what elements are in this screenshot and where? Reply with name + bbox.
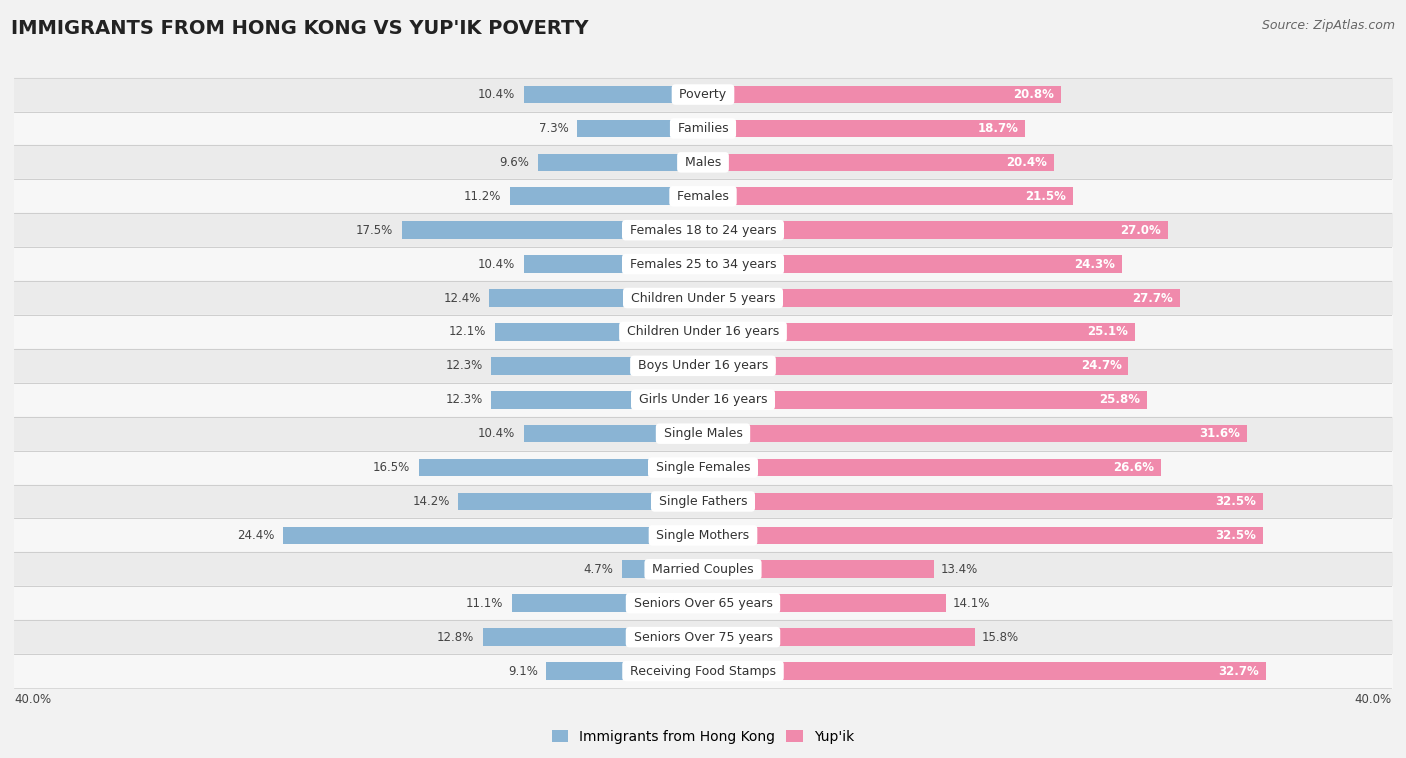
Text: Married Couples: Married Couples — [648, 562, 758, 576]
Text: Seniors Over 65 years: Seniors Over 65 years — [630, 597, 776, 609]
Bar — [703, 594, 946, 612]
Text: 27.7%: 27.7% — [1132, 292, 1173, 305]
Bar — [419, 459, 703, 476]
Bar — [703, 357, 1129, 374]
Bar — [703, 323, 1135, 341]
Bar — [491, 391, 703, 409]
Bar — [703, 527, 1263, 544]
Text: Girls Under 16 years: Girls Under 16 years — [634, 393, 772, 406]
Bar — [703, 154, 1054, 171]
Bar — [703, 424, 1247, 443]
Bar — [703, 459, 1161, 476]
Bar — [524, 255, 703, 273]
Text: 17.5%: 17.5% — [356, 224, 392, 236]
Bar — [283, 527, 703, 544]
Text: 9.1%: 9.1% — [508, 665, 537, 678]
Text: Families: Families — [673, 122, 733, 135]
Bar — [510, 187, 703, 205]
Bar — [491, 357, 703, 374]
Text: Source: ZipAtlas.com: Source: ZipAtlas.com — [1261, 19, 1395, 32]
Bar — [458, 493, 703, 510]
Text: 14.2%: 14.2% — [412, 495, 450, 508]
Bar — [703, 493, 1263, 510]
Text: Receiving Food Stamps: Receiving Food Stamps — [626, 665, 780, 678]
Text: 24.3%: 24.3% — [1074, 258, 1115, 271]
Bar — [524, 424, 703, 443]
Text: IMMIGRANTS FROM HONG KONG VS YUP'IK POVERTY: IMMIGRANTS FROM HONG KONG VS YUP'IK POVE… — [11, 19, 589, 38]
Bar — [621, 560, 703, 578]
Bar — [578, 120, 703, 137]
Text: 32.7%: 32.7% — [1219, 665, 1260, 678]
Bar — [703, 120, 1025, 137]
Text: Females: Females — [673, 190, 733, 203]
Text: 24.4%: 24.4% — [236, 529, 274, 542]
Bar — [547, 662, 703, 680]
Text: Seniors Over 75 years: Seniors Over 75 years — [630, 631, 776, 644]
Bar — [703, 391, 1147, 409]
Text: 4.7%: 4.7% — [583, 562, 613, 576]
Bar — [482, 628, 703, 646]
Bar — [703, 560, 934, 578]
Text: 15.8%: 15.8% — [981, 631, 1019, 644]
Text: 16.5%: 16.5% — [373, 461, 411, 474]
Text: 12.1%: 12.1% — [449, 325, 486, 338]
Text: 12.3%: 12.3% — [446, 359, 482, 372]
Text: 24.7%: 24.7% — [1081, 359, 1122, 372]
Text: Single Males: Single Males — [659, 428, 747, 440]
Bar — [512, 594, 703, 612]
Text: 18.7%: 18.7% — [977, 122, 1018, 135]
Bar — [402, 221, 703, 239]
Text: 31.6%: 31.6% — [1199, 428, 1240, 440]
Text: 40.0%: 40.0% — [14, 694, 51, 706]
Legend: Immigrants from Hong Kong, Yup'ik: Immigrants from Hong Kong, Yup'ik — [546, 725, 860, 750]
Text: 20.4%: 20.4% — [1007, 156, 1047, 169]
Bar — [703, 290, 1180, 307]
Text: 11.1%: 11.1% — [465, 597, 503, 609]
Text: Single Females: Single Females — [652, 461, 754, 474]
Text: Boys Under 16 years: Boys Under 16 years — [634, 359, 772, 372]
Text: 21.5%: 21.5% — [1025, 190, 1066, 203]
Text: 12.8%: 12.8% — [437, 631, 474, 644]
Text: Females 18 to 24 years: Females 18 to 24 years — [626, 224, 780, 236]
Text: 13.4%: 13.4% — [941, 562, 979, 576]
Text: 9.6%: 9.6% — [499, 156, 529, 169]
Text: 25.1%: 25.1% — [1088, 325, 1129, 338]
Text: Males: Males — [681, 156, 725, 169]
Bar — [537, 154, 703, 171]
Bar — [703, 86, 1062, 103]
Bar — [703, 221, 1168, 239]
Text: 25.8%: 25.8% — [1099, 393, 1140, 406]
Bar — [703, 255, 1122, 273]
Text: 27.0%: 27.0% — [1121, 224, 1161, 236]
Text: 20.8%: 20.8% — [1014, 88, 1054, 101]
Text: Poverty: Poverty — [675, 88, 731, 101]
Bar — [495, 323, 703, 341]
Text: Single Mothers: Single Mothers — [652, 529, 754, 542]
Text: 7.3%: 7.3% — [538, 122, 568, 135]
Bar — [524, 86, 703, 103]
Text: Single Fathers: Single Fathers — [655, 495, 751, 508]
Text: Females 25 to 34 years: Females 25 to 34 years — [626, 258, 780, 271]
Text: 40.0%: 40.0% — [1355, 694, 1392, 706]
Bar — [703, 662, 1267, 680]
Text: 10.4%: 10.4% — [478, 258, 515, 271]
Text: 32.5%: 32.5% — [1215, 529, 1256, 542]
Text: 10.4%: 10.4% — [478, 428, 515, 440]
Text: 11.2%: 11.2% — [464, 190, 502, 203]
Text: Children Under 16 years: Children Under 16 years — [623, 325, 783, 338]
Bar — [703, 187, 1073, 205]
Text: Children Under 5 years: Children Under 5 years — [627, 292, 779, 305]
Bar — [489, 290, 703, 307]
Text: 12.4%: 12.4% — [443, 292, 481, 305]
Text: 12.3%: 12.3% — [446, 393, 482, 406]
Text: 10.4%: 10.4% — [478, 88, 515, 101]
Text: 32.5%: 32.5% — [1215, 495, 1256, 508]
Bar — [703, 628, 976, 646]
Text: 26.6%: 26.6% — [1114, 461, 1154, 474]
Text: 14.1%: 14.1% — [953, 597, 990, 609]
